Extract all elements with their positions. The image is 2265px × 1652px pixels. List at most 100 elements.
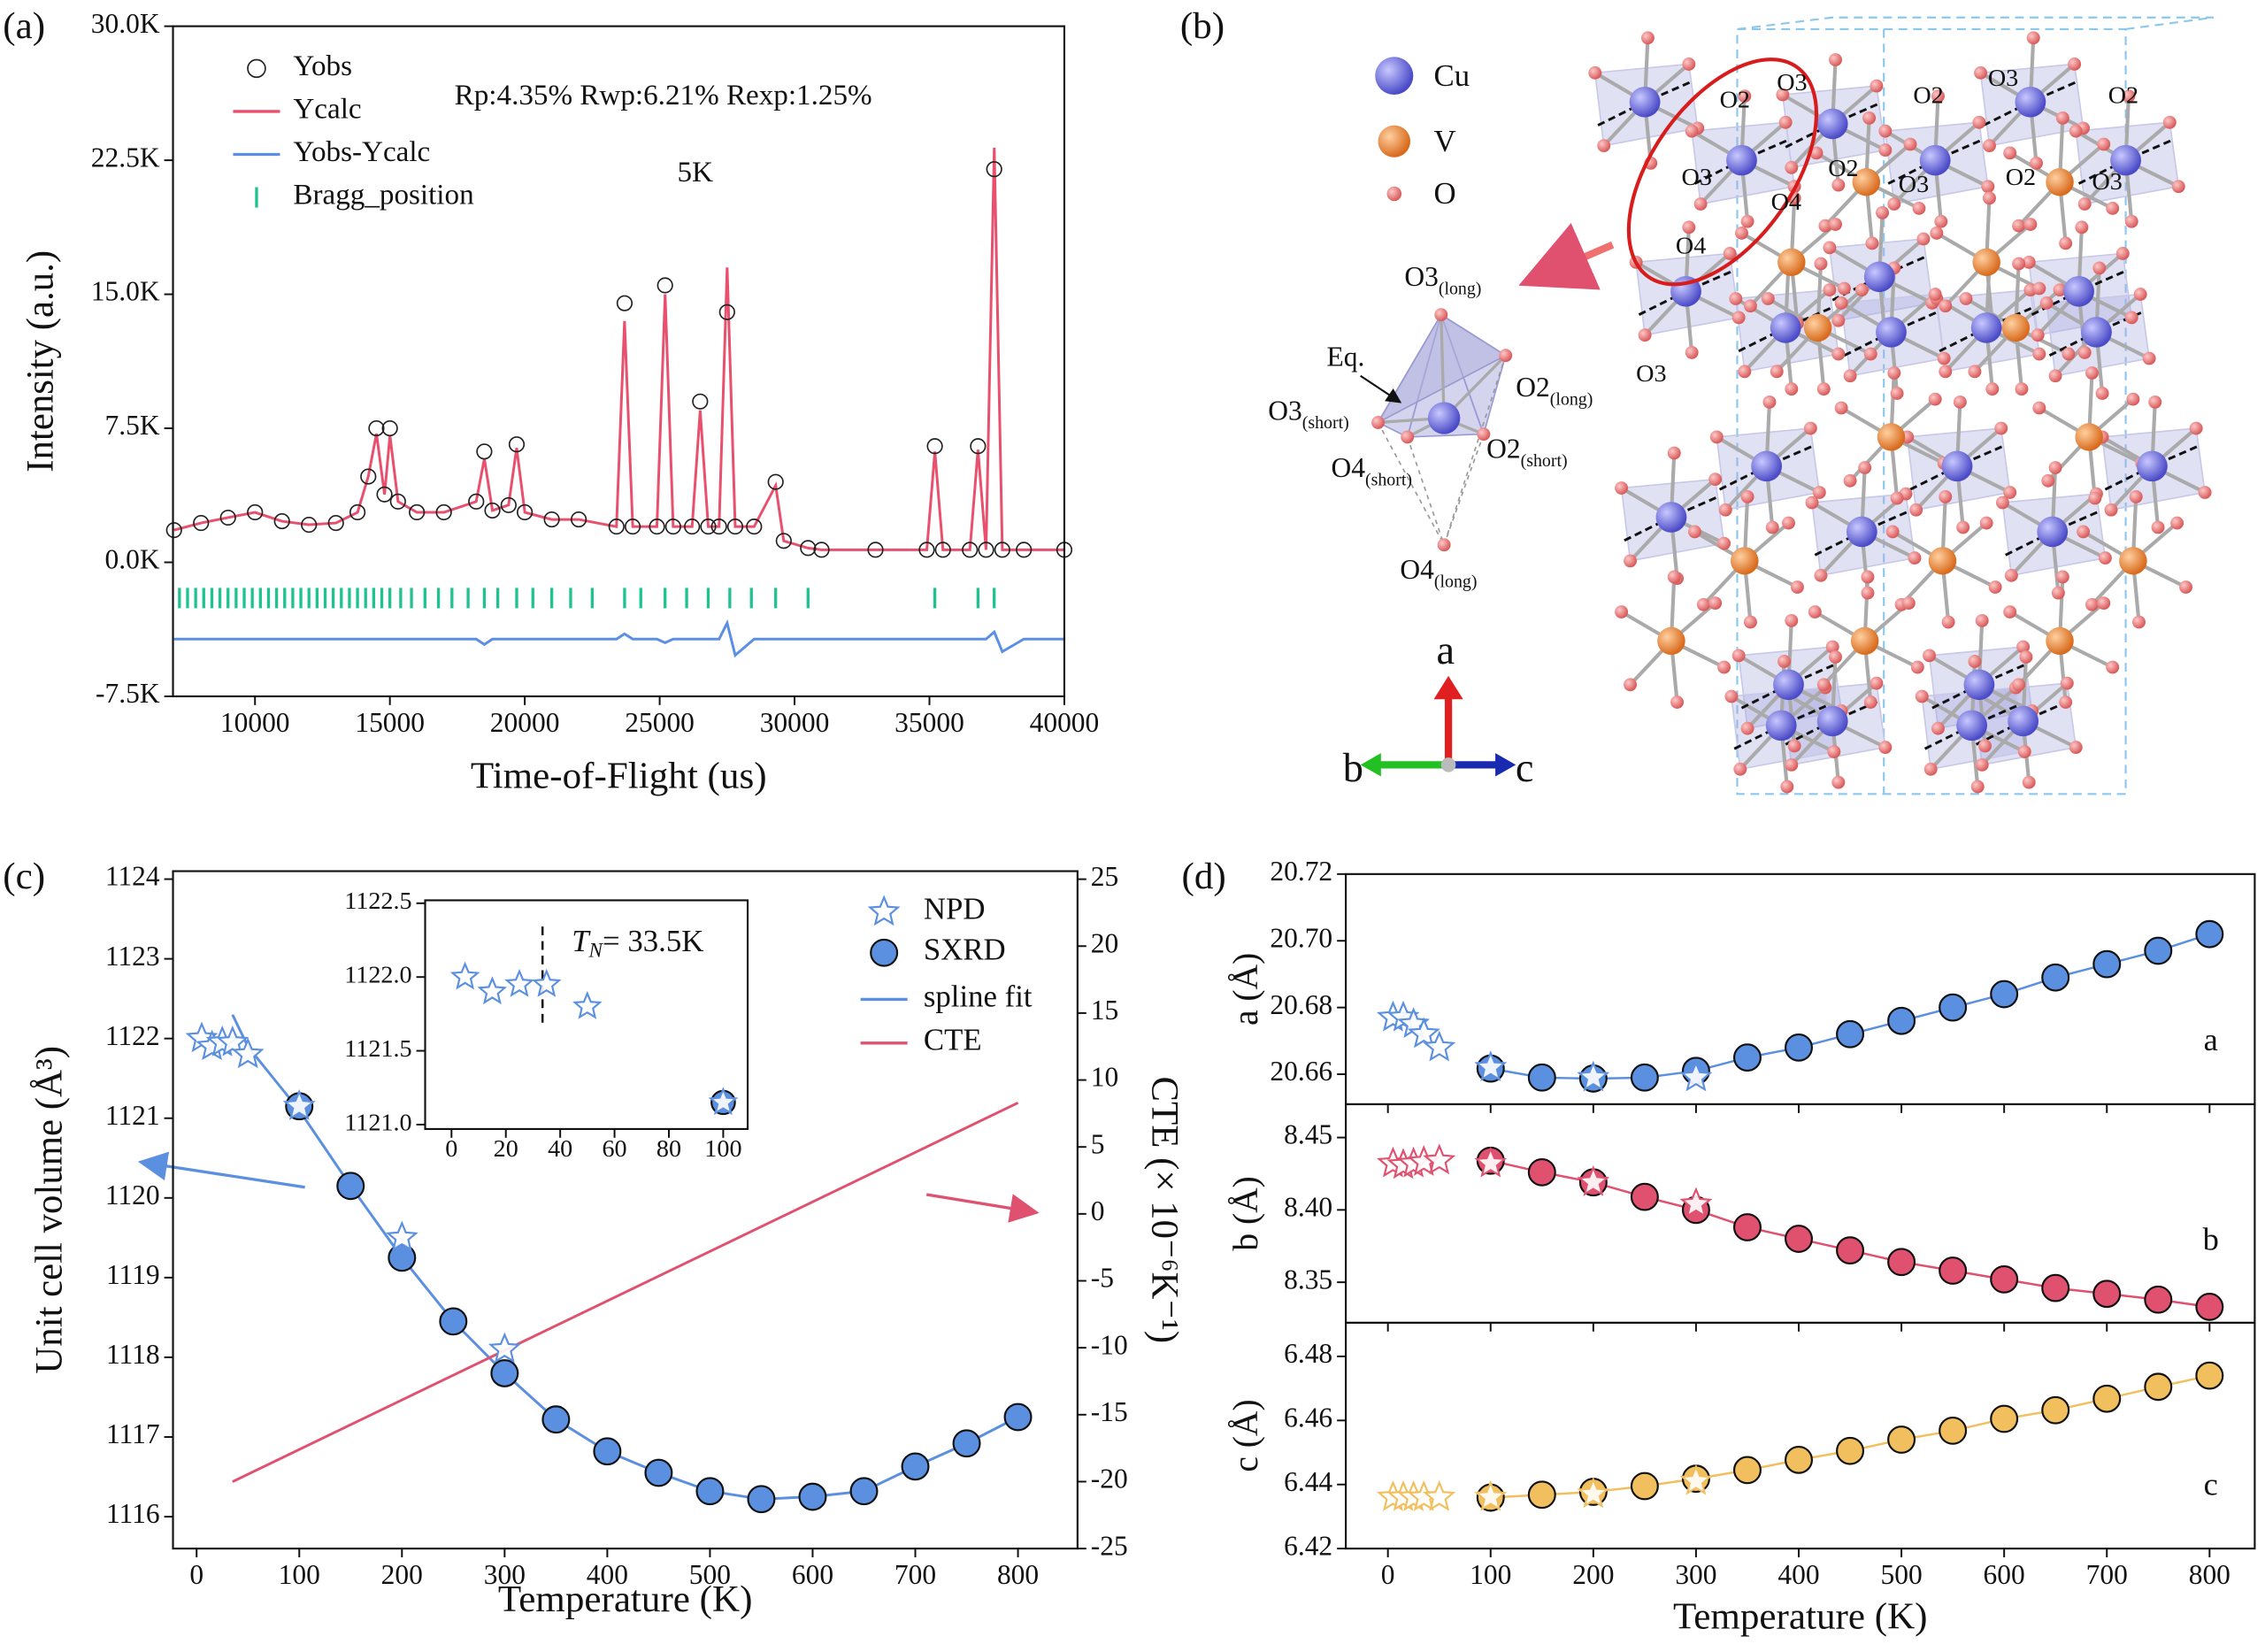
x-tick-label: 700 <box>894 1559 936 1590</box>
o-atom <box>1956 520 1970 534</box>
cu-atom <box>1773 669 1804 701</box>
o-atom <box>1731 649 1746 663</box>
legend-label: CTE <box>924 1023 982 1057</box>
v-atom <box>1777 248 1806 276</box>
o-atom <box>1785 382 1799 396</box>
data-point <box>644 1458 673 1487</box>
y-tick-label: 8.45 <box>1284 1119 1332 1150</box>
o-atom <box>1818 219 1832 233</box>
x-tick-label: 300 <box>1675 1559 1716 1590</box>
o-atom <box>1729 292 1743 305</box>
annotation-subscript: N <box>588 940 604 963</box>
o-atom <box>2115 247 2130 260</box>
o-atom <box>1667 570 1681 584</box>
data-point <box>798 1482 827 1511</box>
o-atom <box>2032 281 2046 296</box>
long-bond <box>1443 434 1485 546</box>
data-point <box>1732 1043 1762 1072</box>
o-atom <box>1685 124 1699 138</box>
o-atom <box>1743 299 1757 313</box>
o-atom <box>2162 115 2177 129</box>
bond <box>1440 314 1446 419</box>
cu-atom <box>1655 502 1687 533</box>
o-atom <box>2088 491 2102 505</box>
atom-label: O2 <box>1828 155 1858 182</box>
o-atom <box>1887 197 1901 211</box>
cu-atom <box>2110 144 2141 176</box>
data-point <box>247 503 264 521</box>
y-tick-label: 1118 <box>106 1339 160 1370</box>
o-atom <box>1915 689 1929 703</box>
annotation: 5K <box>678 157 714 188</box>
x-axis-title: Temperature (K) <box>1673 1596 1928 1638</box>
data-point <box>165 522 182 539</box>
o-atom <box>2016 640 2031 654</box>
arrow-head <box>1360 753 1381 777</box>
o-atom <box>2003 605 2017 619</box>
y-tick-label: 6.46 <box>1284 1402 1332 1433</box>
o-atom <box>1928 392 1942 406</box>
data-point <box>531 968 562 997</box>
o-atom <box>1970 780 1985 794</box>
long-bond <box>1377 422 1445 546</box>
data-point <box>1423 1030 1456 1062</box>
x-axis-title: Time-of-Flight (us) <box>471 756 767 797</box>
o-atom <box>2077 525 2090 539</box>
data-point <box>409 503 426 521</box>
data-point <box>490 1359 519 1387</box>
v-atom <box>2046 168 2074 196</box>
label-main: O2 <box>1516 373 1549 403</box>
o-atom <box>1709 430 1724 444</box>
o-atom <box>2077 197 2092 211</box>
o-atom <box>1876 205 1889 219</box>
y-tick-label: 0 <box>1091 1195 1105 1226</box>
cu-atom <box>1876 317 1907 348</box>
label-sub: (short) <box>1365 470 1412 489</box>
o-atom <box>1816 678 1831 692</box>
data-point <box>2041 1395 2070 1425</box>
data-point <box>1939 993 1968 1022</box>
data-point <box>360 468 377 485</box>
o-atom <box>2030 156 2043 170</box>
x-tick-label: 500 <box>689 1559 731 1590</box>
o-atom <box>1968 655 1982 668</box>
legend-marker <box>870 938 899 967</box>
label-main: O3 <box>1268 396 1301 426</box>
o-atom <box>2031 328 2045 342</box>
atom-label: O3 <box>1899 171 1929 198</box>
o-atom <box>1805 496 1819 510</box>
data-point <box>368 419 385 437</box>
y-tick-label: 30.0K <box>91 8 160 39</box>
data-point <box>901 1452 930 1481</box>
o-atom <box>1995 496 2009 510</box>
x-tick-label: 200 <box>381 1559 423 1590</box>
x-tick-label: 700 <box>2086 1559 2128 1590</box>
data-point <box>624 519 641 535</box>
cu-atom <box>1970 312 2002 343</box>
o-atom <box>1939 365 1953 379</box>
o-atom <box>1731 311 1746 325</box>
o-atom <box>1939 490 1953 503</box>
x-tick-label: 400 <box>587 1559 628 1590</box>
axes-frame <box>172 25 1066 698</box>
o-atom <box>1854 283 1869 297</box>
o-atom <box>1803 421 1817 435</box>
x-axis-title: Temperature (K) <box>498 1579 753 1620</box>
axes-frame <box>1345 1321 2256 1550</box>
v-atom <box>2046 626 2074 656</box>
highlight-arrow <box>1518 223 1615 290</box>
cu-atom <box>1427 402 1461 434</box>
cu-atom <box>1963 669 1995 701</box>
y-tick-label: 20.72 <box>1270 856 1332 887</box>
data-point <box>1836 1236 1865 1265</box>
atom-label: O2 <box>2006 164 2036 191</box>
o-atom <box>1887 366 1901 380</box>
o-atom <box>2015 382 2029 396</box>
data-point <box>273 512 290 530</box>
x-tick-label: 20 <box>494 1135 518 1163</box>
y-tick-label: 20.68 <box>1270 989 1332 1020</box>
x-tick-label: 400 <box>1777 1559 1819 1590</box>
data-point <box>747 1485 776 1514</box>
o-atom <box>2148 395 2162 409</box>
o-atom <box>1909 503 1923 517</box>
